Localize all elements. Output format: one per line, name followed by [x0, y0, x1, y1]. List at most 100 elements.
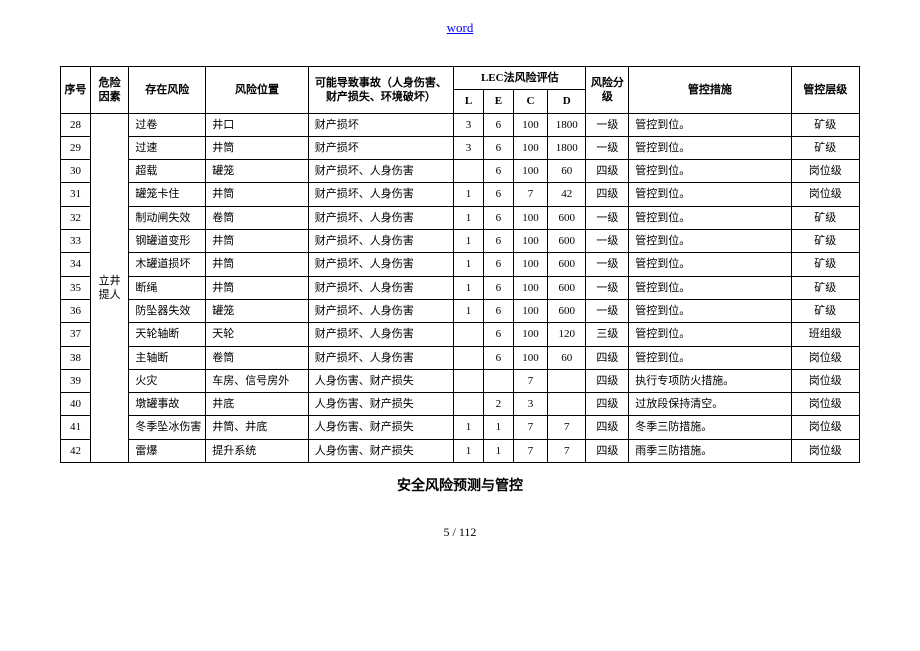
cell-lvl: 一级 — [586, 299, 629, 322]
cell-risk: 过卷 — [129, 113, 206, 136]
cell-loc: 井筒 — [206, 276, 309, 299]
cell-d: 7 — [548, 416, 586, 439]
cell-lvl: 一级 — [586, 206, 629, 229]
cell-loc: 卷筒 — [206, 346, 309, 369]
table-row: 33钢罐道变形井筒财产损坏、人身伤害16100600一级管控到位。矿级 — [61, 230, 860, 253]
cell-factor: 立井提人 — [90, 113, 128, 462]
cell-meas: 管控到位。 — [629, 136, 791, 159]
cell-meas: 执行专项防火措施。 — [629, 369, 791, 392]
table-row: 28立井提人过卷井口财产损坏361001800一级管控到位。矿级 — [61, 113, 860, 136]
cell-clvl: 岗位级 — [791, 183, 859, 206]
cell-clvl: 矿级 — [791, 113, 859, 136]
cell-e: 6 — [483, 299, 513, 322]
cell-clvl: 岗位级 — [791, 369, 859, 392]
cell-e: 1 — [483, 439, 513, 462]
cell-l: 3 — [454, 136, 484, 159]
cell-lvl: 四级 — [586, 416, 629, 439]
table-row: 34木罐道损坏井筒财产损坏、人身伤害16100600一级管控到位。矿级 — [61, 253, 860, 276]
cell-clvl: 岗位级 — [791, 160, 859, 183]
cell-e — [483, 369, 513, 392]
th-l: L — [454, 90, 484, 113]
cell-clvl: 岗位级 — [791, 393, 859, 416]
cell-loc: 罐笼 — [206, 160, 309, 183]
cell-l — [454, 323, 484, 346]
cell-lvl: 四级 — [586, 346, 629, 369]
table-row: 30超载罐笼财产损坏、人身伤害610060四级管控到位。岗位级 — [61, 160, 860, 183]
cell-risk: 罐笼卡住 — [129, 183, 206, 206]
table-row: 38主轴断卷筒财产损坏、人身伤害610060四级管控到位。岗位级 — [61, 346, 860, 369]
th-accident: 可能导致事故（人身伤害、财产损失、环境破坏） — [308, 67, 453, 114]
th-lec-group: LEC法风险评估 — [454, 67, 586, 90]
cell-clvl: 矿级 — [791, 299, 859, 322]
cell-seq: 40 — [61, 393, 91, 416]
cell-l: 1 — [454, 183, 484, 206]
cell-lvl: 四级 — [586, 369, 629, 392]
cell-loc: 提升系统 — [206, 439, 309, 462]
header-link-text[interactable]: word — [447, 20, 474, 35]
cell-lvl: 三级 — [586, 323, 629, 346]
th-seq: 序号 — [61, 67, 91, 114]
cell-seq: 35 — [61, 276, 91, 299]
cell-c: 7 — [513, 416, 547, 439]
cell-d: 1800 — [548, 136, 586, 159]
cell-e: 6 — [483, 230, 513, 253]
table-body: 28立井提人过卷井口财产损坏361001800一级管控到位。矿级29过速井筒财产… — [61, 113, 860, 462]
cell-lvl: 一级 — [586, 276, 629, 299]
cell-e: 6 — [483, 276, 513, 299]
table-row: 41冬季坠冰伤害井筒、井底人身伤害、财产损失1177四级冬季三防措施。岗位级 — [61, 416, 860, 439]
cell-c: 100 — [513, 299, 547, 322]
cell-acc: 财产损坏、人身伤害 — [308, 160, 453, 183]
cell-acc: 财产损坏、人身伤害 — [308, 183, 453, 206]
cell-l — [454, 393, 484, 416]
cell-l: 1 — [454, 439, 484, 462]
cell-meas: 管控到位。 — [629, 299, 791, 322]
cell-c: 100 — [513, 253, 547, 276]
cell-risk: 主轴断 — [129, 346, 206, 369]
cell-acc: 人身伤害、财产损失 — [308, 393, 453, 416]
cell-loc: 井底 — [206, 393, 309, 416]
cell-acc: 财产损坏 — [308, 136, 453, 159]
cell-loc: 井筒 — [206, 253, 309, 276]
cell-c: 7 — [513, 183, 547, 206]
cell-lvl: 四级 — [586, 393, 629, 416]
cell-d: 120 — [548, 323, 586, 346]
th-ctrl-level: 管控层级 — [791, 67, 859, 114]
cell-d — [548, 393, 586, 416]
th-e: E — [483, 90, 513, 113]
cell-loc: 井筒 — [206, 230, 309, 253]
cell-d: 1800 — [548, 113, 586, 136]
cell-l: 1 — [454, 276, 484, 299]
cell-d: 600 — [548, 206, 586, 229]
cell-risk: 过速 — [129, 136, 206, 159]
cell-lvl: 四级 — [586, 183, 629, 206]
table-row: 36防坠器失效罐笼财产损坏、人身伤害16100600一级管控到位。矿级 — [61, 299, 860, 322]
cell-acc: 人身伤害、财产损失 — [308, 416, 453, 439]
cell-loc: 卷筒 — [206, 206, 309, 229]
cell-l: 1 — [454, 253, 484, 276]
cell-d: 600 — [548, 276, 586, 299]
cell-seq: 36 — [61, 299, 91, 322]
cell-acc: 人身伤害、财产损失 — [308, 369, 453, 392]
cell-meas: 管控到位。 — [629, 113, 791, 136]
cell-seq: 29 — [61, 136, 91, 159]
cell-c: 100 — [513, 113, 547, 136]
cell-risk: 雷爆 — [129, 439, 206, 462]
cell-clvl: 岗位级 — [791, 416, 859, 439]
cell-acc: 财产损坏、人身伤害 — [308, 230, 453, 253]
cell-risk: 墩罐事故 — [129, 393, 206, 416]
cell-e: 6 — [483, 253, 513, 276]
cell-meas: 管控到位。 — [629, 323, 791, 346]
cell-risk: 断绳 — [129, 276, 206, 299]
cell-risk: 钢罐道变形 — [129, 230, 206, 253]
cell-meas: 管控到位。 — [629, 160, 791, 183]
header-link: word — [60, 20, 860, 36]
table-row: 37天轮轴断天轮财产损坏、人身伤害6100120三级管控到位。班组级 — [61, 323, 860, 346]
cell-loc: 井筒 — [206, 183, 309, 206]
cell-e: 6 — [483, 160, 513, 183]
cell-d: 60 — [548, 160, 586, 183]
cell-acc: 财产损坏、人身伤害 — [308, 276, 453, 299]
page-footer: 5 / 112 — [60, 525, 860, 540]
cell-clvl: 矿级 — [791, 253, 859, 276]
cell-acc: 财产损坏、人身伤害 — [308, 346, 453, 369]
cell-clvl: 岗位级 — [791, 439, 859, 462]
